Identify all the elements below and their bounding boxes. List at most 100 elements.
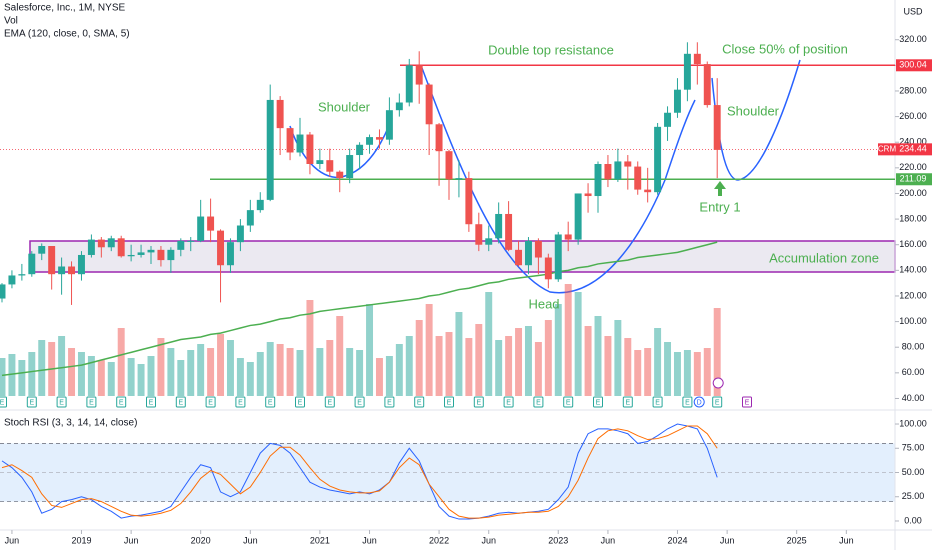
earnings-marker: [622, 396, 633, 408]
candle-body: [465, 178, 473, 225]
volume-bar: [673, 352, 681, 396]
earnings-label: E: [208, 399, 213, 406]
currency: USD: [903, 6, 923, 16]
volume-bar: [147, 356, 155, 396]
stoch-title: Stoch RSI (3, 3, 14, 14, close): [4, 418, 137, 429]
candle-body: [664, 112, 672, 127]
entry-arrow: [714, 181, 726, 196]
volume-bar: [127, 358, 135, 396]
volume-bar: [584, 326, 592, 396]
symbol-tag: [878, 143, 896, 156]
candle-body: [366, 137, 374, 145]
candle-body: [326, 160, 334, 172]
volume-bar: [236, 358, 244, 396]
stoch-line: [1, 423, 718, 520]
candle-body: [356, 144, 364, 156]
candle-body: [18, 274, 26, 276]
price-tag: [896, 59, 932, 72]
candle-body: [236, 225, 244, 243]
candle-body: [584, 193, 592, 197]
volume-bar: [87, 356, 95, 396]
candle-body: [77, 254, 85, 275]
earnings-label: E: [715, 399, 720, 406]
earnings-label: E: [417, 399, 422, 406]
volume-bar: [624, 338, 632, 396]
volume-bar: [485, 292, 493, 396]
candle-body: [385, 110, 393, 140]
candle-body: [425, 84, 433, 125]
volume-bar: [465, 338, 473, 396]
candle-body: [197, 216, 205, 241]
volume-bar: [306, 300, 314, 396]
ema-line: [1, 241, 718, 377]
earnings-label: E: [238, 399, 243, 406]
earnings-marker: [444, 396, 454, 408]
candle-body: [455, 178, 463, 180]
candle-body: [435, 124, 443, 152]
candle-body: [87, 239, 95, 255]
volume-bar: [167, 348, 175, 396]
ema-label: EMA (120, close, 0, SMA, 5): [4, 29, 130, 40]
volume-bar: [217, 334, 225, 396]
earnings-label: E: [506, 399, 511, 406]
candle-body: [395, 102, 403, 111]
earnings-label: E: [119, 399, 124, 406]
earnings-marker: [473, 396, 484, 408]
earnings-label: E: [268, 399, 273, 406]
earnings-marker: [295, 396, 305, 408]
candle-body: [336, 171, 344, 179]
candle-body: [48, 246, 56, 275]
price-tag-label: 300.04: [899, 60, 927, 70]
x-tick-label: 2021: [310, 535, 330, 545]
annotation: Shoulder: [318, 99, 371, 114]
volume-bar: [604, 336, 612, 396]
earnings-marker: [652, 396, 663, 408]
candle-body: [117, 238, 125, 257]
volume-bar: [157, 338, 165, 396]
candle-body: [594, 164, 602, 197]
symbol-title: Salesforce, Inc., 1M, NYSE: [4, 3, 125, 14]
earnings-label: E: [29, 399, 34, 406]
volume-bar: [316, 348, 324, 396]
volume-bar: [455, 312, 463, 396]
volume-bar: [137, 364, 145, 396]
candle-body: [534, 240, 542, 258]
volume-bar: [336, 316, 344, 396]
candle-body: [475, 224, 483, 245]
volume-bar: [276, 344, 284, 396]
volume-bar: [554, 304, 562, 396]
earnings-marker: [0, 396, 7, 408]
earnings-label: E: [149, 399, 154, 406]
volume-bar: [515, 328, 523, 396]
volume-bar: [226, 340, 234, 396]
volume-bar: [574, 292, 582, 396]
earnings-label: E: [536, 399, 541, 406]
candle-body: [246, 210, 254, 226]
volume-bar: [187, 350, 195, 396]
earnings-marker: [712, 396, 723, 408]
volume-bar: [207, 348, 215, 396]
x-tick-label: Jun: [720, 535, 735, 545]
y-tick-label: 50.00: [902, 467, 925, 477]
candle-body: [177, 240, 185, 250]
volume-bar: [58, 336, 66, 396]
candle-body: [634, 166, 642, 190]
candle-body: [276, 99, 284, 129]
earnings-label: E: [447, 399, 452, 406]
candle-body: [515, 249, 523, 266]
candle-body: [544, 257, 552, 280]
volume-bar: [0, 358, 6, 396]
x-tick-label: 2019: [71, 535, 91, 545]
earnings-marker: [56, 396, 67, 408]
candle-body: [346, 155, 354, 179]
volume-bar: [703, 348, 711, 396]
y-tick-label: 160.00: [899, 239, 927, 249]
candle-body: [127, 254, 135, 257]
earnings-marker: [414, 396, 425, 408]
candle-body: [375, 137, 383, 140]
earnings-label: E: [327, 399, 332, 406]
y-tick-label: 75.00: [902, 443, 925, 453]
annotation: Accumulation zone: [769, 250, 879, 265]
earnings-marker: [593, 396, 603, 408]
volume-bar: [524, 326, 532, 396]
